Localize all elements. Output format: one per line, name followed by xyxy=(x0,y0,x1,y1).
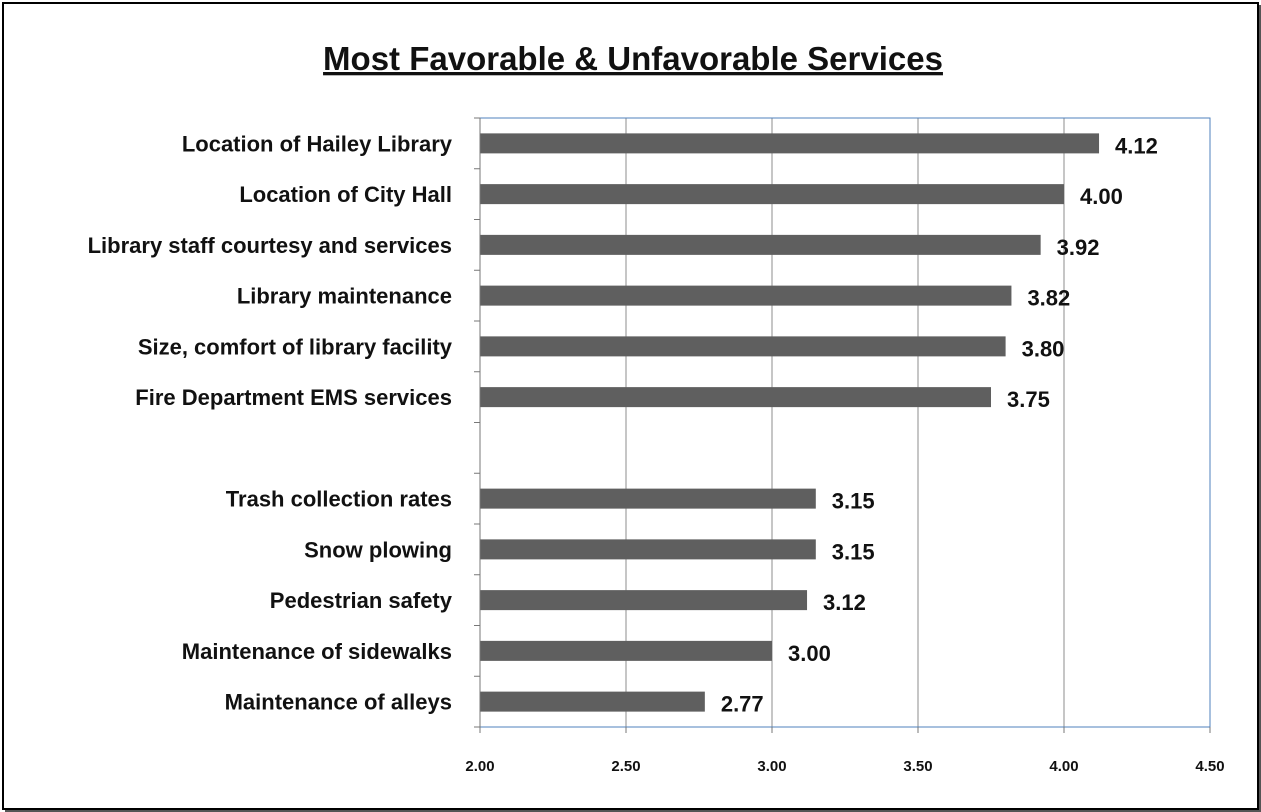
category-label: Library staff courtesy and services xyxy=(88,233,452,258)
labels: 2.00 2.50 3.00 3.50 4.00 4.50 Location of Hail… xyxy=(88,131,1225,775)
bar xyxy=(480,488,816,509)
axes xyxy=(474,117,1211,733)
category-label: Library maintenance xyxy=(237,284,452,309)
category-label: Location of Hailey Library xyxy=(182,131,453,156)
data-label: 4.12 xyxy=(1115,133,1158,158)
bar xyxy=(480,640,772,661)
plot-area-border xyxy=(479,117,1211,728)
category-label: Size, comfort of library facility xyxy=(138,334,453,359)
grid-lines xyxy=(625,118,1211,727)
x-tick-label: 4.50 xyxy=(1195,758,1224,775)
data-label: 3.80 xyxy=(1022,336,1065,361)
bar xyxy=(480,539,816,560)
data-label: 3.92 xyxy=(1057,235,1100,260)
category-label: Pedestrian safety xyxy=(270,588,453,613)
bar xyxy=(480,184,1064,205)
bar xyxy=(480,387,991,408)
x-tick-label: 3.50 xyxy=(903,758,932,775)
x-tick-label: 3.00 xyxy=(757,758,786,775)
chart-title: Most Favorable & Unfavorable Services xyxy=(323,40,943,77)
category-label: Maintenance of sidewalks xyxy=(182,639,452,664)
category-label: Maintenance of alleys xyxy=(225,690,452,715)
bar xyxy=(480,133,1100,154)
data-label: 3.12 xyxy=(823,590,866,615)
data-label: 4.00 xyxy=(1080,184,1123,209)
category-label: Snow plowing xyxy=(304,537,452,562)
bar xyxy=(480,234,1041,255)
x-tick-label: 2.00 xyxy=(465,758,494,775)
bars xyxy=(480,133,1100,712)
bar xyxy=(480,336,1006,357)
bar xyxy=(480,285,1012,306)
data-label: 3.00 xyxy=(788,641,831,666)
category-label: Location of City Hall xyxy=(239,182,452,207)
data-label: 3.75 xyxy=(1007,387,1050,412)
data-label: 3.82 xyxy=(1027,286,1070,311)
bar xyxy=(480,590,808,611)
data-label: 3.15 xyxy=(832,489,875,514)
data-label: 2.77 xyxy=(721,692,764,717)
category-label: Trash collection rates xyxy=(226,487,452,512)
category-label: Fire Department EMS services xyxy=(135,385,452,410)
data-label: 3.15 xyxy=(832,539,875,564)
bar xyxy=(480,691,705,712)
x-tick-label: 4.00 xyxy=(1049,758,1078,775)
x-tick-label: 2.50 xyxy=(611,758,640,775)
